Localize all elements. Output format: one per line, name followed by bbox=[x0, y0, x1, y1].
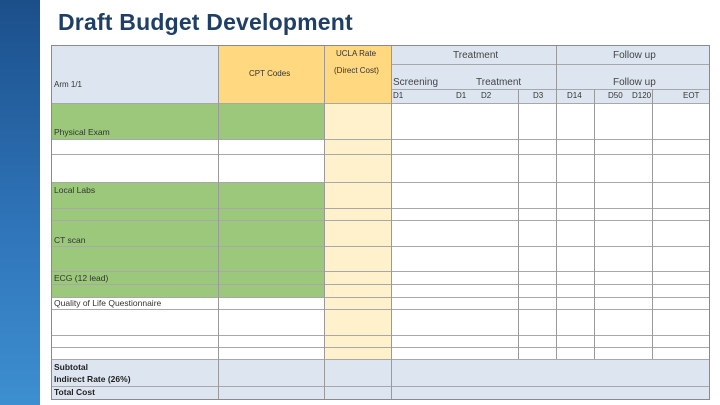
procedure-label: Quality of Life Questionnaire bbox=[54, 298, 162, 308]
slide-title: Draft Budget Development bbox=[58, 9, 353, 35]
group-header-treatment: Treatment bbox=[453, 50, 499, 61]
budget-spreadsheet: Arm 1/1 CPT Codes UCLA Rate (Direct Cost… bbox=[51, 45, 710, 400]
grid-line bbox=[52, 271, 709, 272]
grid-line bbox=[52, 182, 709, 183]
grid-line bbox=[52, 139, 709, 140]
grid-line bbox=[52, 347, 709, 348]
grid-line bbox=[52, 359, 709, 360]
sub-header-treatment: Treatment bbox=[476, 77, 522, 88]
grid-line bbox=[391, 46, 392, 399]
grid-line bbox=[52, 103, 709, 104]
sub-header-followup: Follow up bbox=[613, 77, 656, 88]
grid-line bbox=[218, 46, 219, 399]
day-label: D2 bbox=[481, 91, 492, 100]
grid-line bbox=[52, 309, 709, 310]
procedure-row bbox=[52, 220, 324, 246]
grid-line bbox=[391, 89, 709, 90]
day-label: D50 bbox=[608, 91, 623, 100]
grid-line bbox=[652, 89, 653, 359]
summary-block-left bbox=[52, 359, 324, 399]
summary-label-indirect-rate: Indirect Rate (26%) bbox=[54, 374, 131, 384]
grid-line bbox=[52, 246, 709, 247]
grid-line bbox=[52, 154, 709, 155]
day-label: D14 bbox=[567, 91, 582, 100]
grid-line bbox=[52, 220, 709, 221]
visit-header-cell bbox=[391, 46, 709, 103]
grid-line bbox=[391, 64, 709, 65]
summary-block-visits bbox=[391, 359, 709, 399]
procedure-label: Local Labs bbox=[54, 185, 96, 195]
arm-header-cell bbox=[52, 46, 218, 103]
rate-column bbox=[324, 103, 391, 359]
grid-line bbox=[52, 386, 709, 387]
grid-line bbox=[52, 335, 709, 336]
sub-header-screening: Screening bbox=[393, 77, 439, 88]
summary-block-rate bbox=[324, 359, 391, 399]
day-label: EOT bbox=[683, 91, 700, 100]
grid-line bbox=[556, 46, 557, 359]
summary-label-subtotal: Subtotal bbox=[54, 362, 88, 372]
grid-line bbox=[52, 208, 709, 209]
grid-line bbox=[594, 89, 595, 359]
day-label: D3 bbox=[533, 91, 544, 100]
side-accent-band bbox=[0, 0, 40, 405]
grid-line bbox=[52, 297, 709, 298]
day-label: D1 bbox=[456, 91, 467, 100]
procedure-label: Physical Exam bbox=[54, 127, 110, 137]
cpt-header-cell bbox=[218, 46, 324, 103]
rate-header-cell bbox=[324, 46, 391, 103]
procedure-label: ECG (12 lead) bbox=[54, 273, 109, 283]
summary-label-total-cost: Total Cost bbox=[54, 387, 95, 397]
procedure-row bbox=[52, 182, 324, 220]
procedure-row bbox=[52, 103, 324, 139]
rate-header-line1: UCLA Rate bbox=[336, 49, 377, 58]
day-label: D1 bbox=[393, 91, 404, 100]
rate-header-line2: (Direct Cost) bbox=[334, 66, 379, 75]
cpt-codes-header: CPT Codes bbox=[249, 69, 291, 78]
grid-line bbox=[518, 89, 519, 359]
arm-label: Arm 1/1 bbox=[54, 80, 83, 89]
day-label: D120 bbox=[632, 91, 652, 100]
grid-line bbox=[324, 46, 325, 399]
group-header-followup: Follow up bbox=[613, 50, 656, 61]
procedure-label: CT scan bbox=[54, 235, 86, 245]
grid-line bbox=[52, 284, 709, 285]
